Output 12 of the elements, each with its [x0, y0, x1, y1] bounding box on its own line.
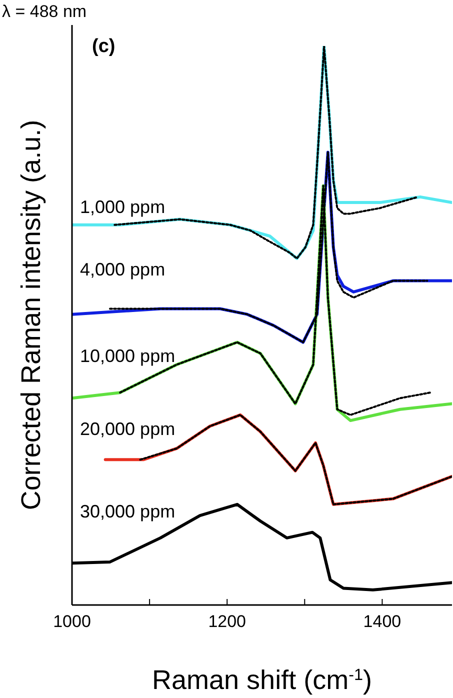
series-label: 20,000 ppm: [80, 418, 176, 439]
x-tick-label: 1000: [53, 612, 91, 632]
x-tick-label: 1200: [208, 612, 246, 632]
series-label: 4,000 ppm: [80, 260, 166, 280]
annotation: (c): [92, 36, 116, 58]
series-label: 30,000 ppm: [80, 501, 176, 522]
y-axis-title: Corrected Raman intensity (a.u.): [16, 120, 46, 510]
series-label: 10,000 ppm: [80, 346, 176, 366]
x-tick-label: 1400: [363, 612, 402, 632]
x-axis-title: Raman shift (cm$^{-1}$): [152, 665, 372, 695]
series-label: 1,000 ppm: [80, 196, 166, 217]
text: λ = 488 nm: [2, 2, 87, 22]
